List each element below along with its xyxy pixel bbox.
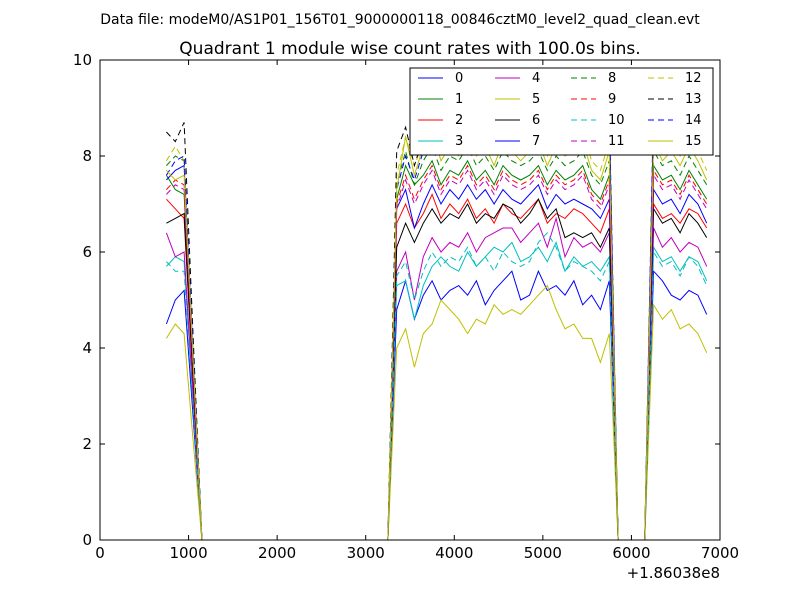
x-tick-label: 4000	[435, 544, 473, 562]
legend-label-15: 15	[685, 134, 702, 149]
x-tick-label: 2000	[258, 544, 296, 562]
series-line-1	[165, 159, 708, 541]
series-line-14	[165, 92, 708, 541]
x-tick-label: 6000	[612, 544, 650, 562]
x-tick-label: 7000	[701, 544, 739, 562]
x-tick-label: 0	[95, 544, 105, 562]
legend-label-1: 1	[455, 92, 463, 107]
series-line-7	[166, 164, 708, 541]
series-line-15	[166, 130, 708, 541]
legend-label-8: 8	[608, 71, 616, 86]
x-tick-label: 1000	[169, 544, 207, 562]
legend-label-13: 13	[685, 92, 702, 107]
chart-title: Quadrant 1 module wise count rates with …	[179, 39, 640, 59]
legend-label-12: 12	[685, 71, 702, 86]
legend-label-6: 6	[532, 113, 540, 128]
series-line-2	[166, 193, 708, 541]
series-line-13	[166, 101, 708, 541]
plot-lines	[165, 92, 708, 541]
y-tick-label: 10	[73, 51, 92, 69]
legend-label-11: 11	[608, 134, 625, 149]
x-tick-label: 3000	[347, 544, 385, 562]
legend-label-3: 3	[455, 134, 463, 149]
y-tick-label: 2	[82, 435, 92, 453]
series-line-10	[166, 231, 708, 541]
legend-label-0: 0	[455, 71, 463, 86]
y-tick-label: 6	[82, 243, 92, 261]
legend-label-7: 7	[532, 134, 540, 149]
series-line-9	[166, 164, 708, 541]
series-line-4	[165, 216, 708, 541]
plot-frame	[99, 59, 721, 541]
series-line-6	[166, 198, 708, 541]
x-offset-label: +1.86038e8	[627, 564, 720, 582]
legend-label-5: 5	[532, 92, 540, 107]
legend-label-10: 10	[608, 113, 625, 128]
series-line-12	[165, 125, 708, 541]
legend-label-2: 2	[455, 113, 463, 128]
suptitle: Data file: modeM0/AS1P01_156T01_90000001…	[100, 12, 700, 28]
series-line-3	[166, 241, 708, 541]
x-tick-label: 5000	[524, 544, 562, 562]
legend-label-9: 9	[608, 92, 616, 107]
series-line-5	[165, 284, 708, 541]
y-tick-label: 8	[82, 147, 92, 165]
series-line-11	[166, 169, 708, 541]
y-tick-label: 4	[82, 339, 92, 357]
legend-label-14: 14	[685, 113, 702, 128]
y-tick-label: 0	[82, 531, 92, 549]
legend-label-4: 4	[532, 71, 540, 86]
